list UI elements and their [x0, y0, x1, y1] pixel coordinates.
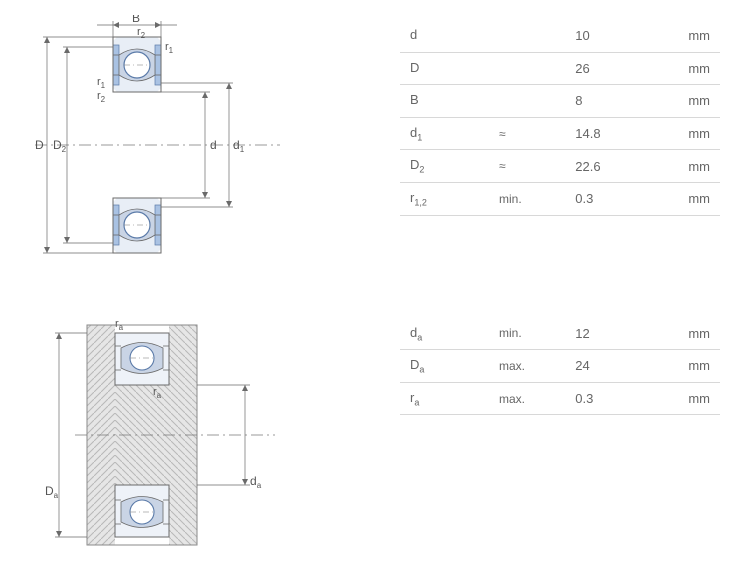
svg-text:Da: Da — [45, 484, 59, 500]
svg-text:ra: ra — [115, 318, 124, 332]
table-row: d1 ≈ 14.8 mm — [400, 117, 720, 150]
table-row: ra max. 0.3 mm — [400, 382, 720, 415]
table-row: D2 ≈ 22.6 mm — [400, 150, 720, 183]
svg-text:r2: r2 — [97, 90, 106, 104]
svg-text:r1: r1 — [165, 41, 174, 55]
svg-text:da: da — [250, 474, 262, 490]
svg-text:d: d — [210, 138, 217, 152]
dim-label-B: B — [132, 15, 140, 25]
dimensions-table: d 10 mm D 26 mm B 8 mm — [400, 20, 720, 216]
table-row: Da max. 24 mm — [400, 350, 720, 383]
bearing-abutment-diagram: ra ra Da da — [45, 315, 295, 570]
abutment-table: da min. 12 mm Da max. 24 mm ra max. 0.3 … — [400, 318, 720, 416]
svg-text:D: D — [35, 138, 44, 152]
table-row: da min. 12 mm — [400, 318, 720, 350]
svg-text:d1: d1 — [233, 138, 245, 154]
table-row: D 26 mm — [400, 52, 720, 85]
svg-text:D2: D2 — [53, 138, 67, 154]
table-row: d 10 mm — [400, 20, 720, 52]
svg-text:r1: r1 — [97, 76, 106, 90]
svg-text:r2: r2 — [137, 26, 146, 40]
table-row: r1,2 min. 0.3 mm — [400, 182, 720, 215]
bearing-cross-section-diagram: B r2 r1 r1 r2 D D2 — [35, 15, 280, 260]
table-row: B 8 mm — [400, 85, 720, 118]
